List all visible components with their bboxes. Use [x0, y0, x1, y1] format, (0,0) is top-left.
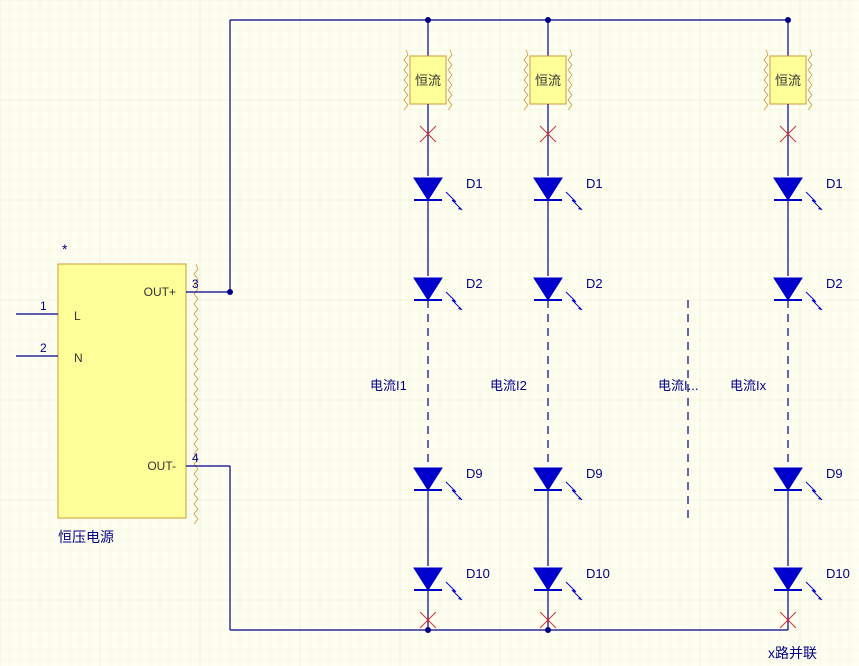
led-label: D1	[826, 176, 843, 191]
junction	[227, 289, 233, 295]
pin-number: 3	[192, 277, 199, 291]
bottom-caption: x路并联	[768, 645, 817, 661]
led-label: D9	[586, 466, 603, 481]
junction	[425, 627, 431, 633]
led-label: D1	[466, 176, 483, 191]
led-label: D2	[826, 276, 843, 291]
power-asterisk: *	[62, 241, 68, 257]
led-label: D1	[586, 176, 603, 191]
pin-label: OUT+	[144, 285, 176, 299]
pin-label: L	[74, 309, 81, 323]
led-label: D9	[826, 466, 843, 481]
pin-number: 1	[40, 299, 47, 313]
led-label: D10	[826, 566, 850, 581]
led-label: D2	[466, 276, 483, 291]
led-label: D2	[586, 276, 603, 291]
cc-label: 恒流	[415, 73, 441, 88]
pin-number: 2	[40, 341, 47, 355]
pin-label: OUT-	[147, 459, 176, 473]
led-label: D9	[466, 466, 483, 481]
current-label: 电流Ix	[730, 378, 767, 393]
led-label: D10	[586, 566, 610, 581]
current-label: 电流I2	[490, 378, 527, 393]
power-supply-body	[58, 264, 186, 518]
current-label: 电流I1	[370, 378, 407, 393]
cc-label: 恒流	[535, 73, 561, 88]
junction	[545, 627, 551, 633]
led-label: D10	[466, 566, 490, 581]
pin-label: N	[74, 351, 83, 365]
ellipsis-label: 电流I...	[658, 378, 698, 393]
cc-label: 恒流	[775, 73, 801, 88]
power-caption: 恒压电源	[58, 529, 114, 545]
pin-number: 4	[192, 451, 199, 465]
